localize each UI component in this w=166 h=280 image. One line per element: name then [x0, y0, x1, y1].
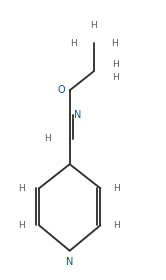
Text: N: N [66, 257, 73, 267]
Text: H: H [44, 134, 51, 143]
Text: H: H [113, 184, 120, 193]
Text: H: H [90, 21, 97, 30]
Text: N: N [74, 109, 81, 120]
Text: H: H [112, 60, 119, 69]
Text: H: H [18, 221, 25, 230]
Text: H: H [112, 73, 119, 82]
Text: H: H [18, 184, 25, 193]
Text: H: H [111, 39, 118, 48]
Text: O: O [58, 85, 66, 95]
Text: H: H [113, 221, 120, 230]
Text: H: H [70, 39, 76, 48]
